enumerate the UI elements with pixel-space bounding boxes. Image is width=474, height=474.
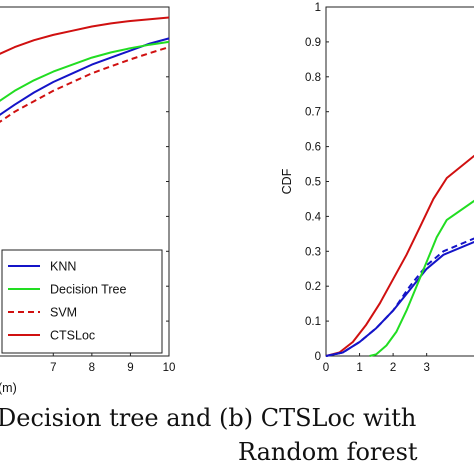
left-x-axis-label: (m) <box>0 381 17 395</box>
left-series-line-decision-tree <box>0 40 170 102</box>
left-series-line-svm <box>0 46 170 123</box>
left-x-tick-label-8: 8 <box>89 362 95 374</box>
left-series-line-knn <box>0 37 170 116</box>
right-y-tick-label-0-1: 0.1 <box>305 316 321 328</box>
right-y-tick-label-0-8: 0.8 <box>305 72 321 84</box>
right-x-tick-label-0: 0 <box>323 362 329 374</box>
right-x-tick-label-2: 2 <box>390 362 396 374</box>
legend-label-ctsloc: CTSLoc <box>50 329 95 343</box>
right-y-tick-label-0-2: 0.2 <box>305 281 321 293</box>
left-series-line-ctsloc <box>0 16 170 55</box>
right-y-tick-label-0-4: 0.4 <box>305 211 322 223</box>
figure-caption-line-2: Random forest <box>238 438 418 466</box>
right-y-tick-label-0-7: 0.7 <box>305 107 321 119</box>
right-x-tick-label-3: 3 <box>423 362 429 374</box>
right-cdf-chart: 0 0.1 0.2 0.3 0.4 0.5 0.6 0.7 0.8 0.9 1 0 1 2 3 CDF <box>280 2 474 374</box>
left-x-tick-label-7: 7 <box>50 362 56 374</box>
right-series-line-2 <box>325 240 474 357</box>
figure-caption-line-1: Decision tree and (b) CTSLoc with <box>0 404 417 432</box>
right-series-line-3 <box>325 237 474 357</box>
left-x-tick-label-9: 9 <box>127 362 133 374</box>
right-y-tick-label-0-6: 0.6 <box>305 142 321 154</box>
left-cdf-chart: 7 8 9 10 (m) KNN Decision Tree SVM CTSLoc <box>0 6 176 395</box>
right-x-tick-label-1: 1 <box>356 362 362 374</box>
left-x-tick-label-10: 10 <box>163 362 176 374</box>
legend-label-svm: SVM <box>50 306 77 320</box>
right-plot-frame <box>325 6 474 357</box>
right-y-tick-label-0: 0 <box>315 351 321 363</box>
right-y-tick-label-0-3: 0.3 <box>305 246 321 258</box>
right-y-tick-label-0-5: 0.5 <box>305 177 321 189</box>
right-y-tick-label-1: 1 <box>315 2 321 14</box>
right-y-tick-label-0-9: 0.9 <box>305 37 321 49</box>
right-series-line-1 <box>325 154 474 357</box>
right-y-axis-label: CDF <box>280 168 294 194</box>
right-series-line-4 <box>369 199 474 357</box>
legend-label-knn: KNN <box>50 260 76 274</box>
legend-label-decision-tree: Decision Tree <box>50 283 126 297</box>
